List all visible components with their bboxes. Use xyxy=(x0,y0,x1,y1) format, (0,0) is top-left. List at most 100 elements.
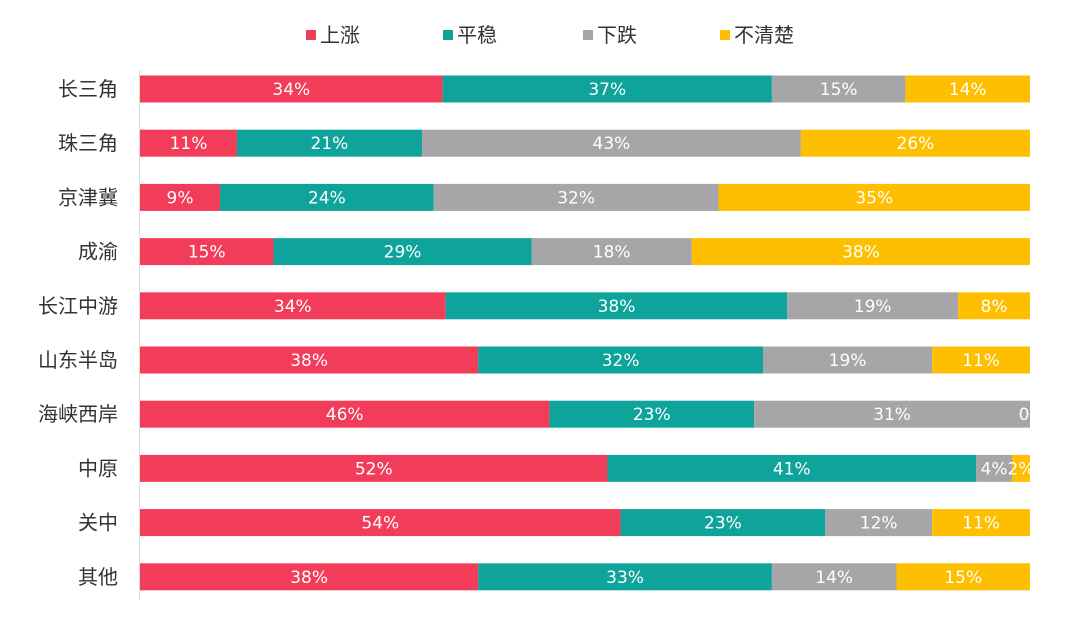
bar-segment xyxy=(763,346,933,374)
bar-segment xyxy=(754,400,1030,428)
legend-label-3: 下跌 xyxy=(597,23,637,47)
bar-value-label: 38% xyxy=(598,297,636,317)
category-label: 珠三角 xyxy=(58,131,118,155)
bars-area: 34% 37% 15% 14% 11% 21% 43% 26% 9% 24% 32% 35% 15% 29… xyxy=(140,75,1035,591)
category-label: 其他 xyxy=(78,565,118,589)
bar-value-label: 23% xyxy=(704,514,742,534)
bar-segment xyxy=(421,129,801,157)
bar-segment xyxy=(442,75,772,103)
bar-segment xyxy=(549,400,755,428)
legend: 上涨 平稳 下跌 不清楚 xyxy=(306,23,794,47)
bar-segment xyxy=(140,563,479,591)
legend-swatch-1 xyxy=(306,30,316,40)
bar-value-label: 54% xyxy=(361,514,399,534)
bar-value-label: 18% xyxy=(593,243,631,263)
legend-swatch-4 xyxy=(720,30,730,40)
bar-segment xyxy=(236,129,422,157)
bar-segment xyxy=(140,292,446,320)
bar-segment xyxy=(825,509,933,537)
bar-value-label: 32% xyxy=(602,351,640,371)
bar-value-label: 38% xyxy=(290,568,328,588)
category-label: 成渝 xyxy=(78,240,118,264)
bar-segment xyxy=(445,292,788,320)
bar-value-label: 11% xyxy=(170,134,208,154)
bar-value-label: 26% xyxy=(897,134,935,154)
bar-value-label: 29% xyxy=(384,243,422,263)
bar-value-label: 24% xyxy=(308,188,346,208)
bar-segment xyxy=(220,183,434,211)
bar-segment xyxy=(140,509,621,537)
bar-value-label: 38% xyxy=(842,243,880,263)
bar-value-label: 14% xyxy=(949,80,987,100)
bar-value-label: 15% xyxy=(944,568,982,588)
bar-value-label: 46% xyxy=(326,405,364,425)
bar-value-label: 38% xyxy=(290,351,328,371)
bar-value-label: 34% xyxy=(272,80,310,100)
bar-value-label: 11% xyxy=(962,351,1000,371)
bar-segment xyxy=(433,183,719,211)
bar-segment xyxy=(140,238,274,266)
bar-segment xyxy=(958,292,1030,320)
bar-value-label: 21% xyxy=(311,134,349,154)
bar-value-label: 41% xyxy=(773,459,811,479)
bar-value-label: 37% xyxy=(588,80,626,100)
bar-segment xyxy=(620,509,826,537)
bar-value-label: 11% xyxy=(962,514,1000,534)
bar-segment xyxy=(787,292,959,320)
bar-segment xyxy=(140,400,550,428)
bar-value-label: 19% xyxy=(829,351,867,371)
legend-swatch-2 xyxy=(443,30,453,40)
bar-segment xyxy=(607,454,977,482)
category-label: 长江中游 xyxy=(38,294,118,318)
bar-segment xyxy=(932,509,1030,537)
bar-segment xyxy=(478,563,772,591)
legend-swatch-3 xyxy=(583,30,593,40)
bar-value-label: 52% xyxy=(355,459,393,479)
category-label: 京津冀 xyxy=(58,185,118,209)
bar-value-label: 9% xyxy=(167,188,194,208)
bar-segment xyxy=(140,129,237,157)
bar-value-label: 2% xyxy=(1008,459,1035,479)
category-label: 中原 xyxy=(78,456,118,480)
bar-value-label: 35% xyxy=(855,188,893,208)
bar-segment xyxy=(896,563,1030,591)
bar-value-label: 4% xyxy=(981,459,1008,479)
bar-segment xyxy=(691,238,1030,266)
bar-value-label: 15% xyxy=(188,243,226,263)
bar-value-label: 34% xyxy=(274,297,312,317)
bar-segment xyxy=(932,346,1030,374)
bar-value-label: 19% xyxy=(854,297,892,317)
bar-segment xyxy=(718,183,1030,211)
bar-value-label: 32% xyxy=(557,188,595,208)
bar-segment xyxy=(140,346,479,374)
bar-segment xyxy=(140,454,608,482)
bar-segment xyxy=(273,238,532,266)
bar-value-label: 14% xyxy=(815,568,853,588)
category-label: 海峡西岸 xyxy=(38,402,118,426)
bar-segment xyxy=(478,346,763,374)
bar-value-label: 12% xyxy=(860,514,898,534)
bar-segment xyxy=(140,75,443,103)
bar-value-label: 33% xyxy=(606,568,644,588)
legend-label-1: 上涨 xyxy=(320,23,360,47)
category-label: 长三角 xyxy=(58,77,118,101)
bar-value-label: 8% xyxy=(981,297,1008,317)
bar-segment xyxy=(1012,454,1030,482)
bar-segment xyxy=(771,563,897,591)
legend-label-2: 平稳 xyxy=(457,23,497,47)
category-label: 山东半岛 xyxy=(38,348,118,372)
bar-segment xyxy=(140,183,221,211)
bar-value-label: 23% xyxy=(633,405,671,425)
bar-segment xyxy=(771,75,906,103)
legend-label-4: 不清楚 xyxy=(734,23,794,47)
bar-segment xyxy=(800,129,1030,157)
bar-value-label: 43% xyxy=(593,134,631,154)
bar-value-label: 0 xyxy=(1019,405,1030,425)
bar-value-label: 15% xyxy=(820,80,858,100)
bar-segment xyxy=(531,238,692,266)
category-label: 关中 xyxy=(78,511,118,535)
bar-segment xyxy=(905,75,1030,103)
bar-value-label: 31% xyxy=(873,405,911,425)
